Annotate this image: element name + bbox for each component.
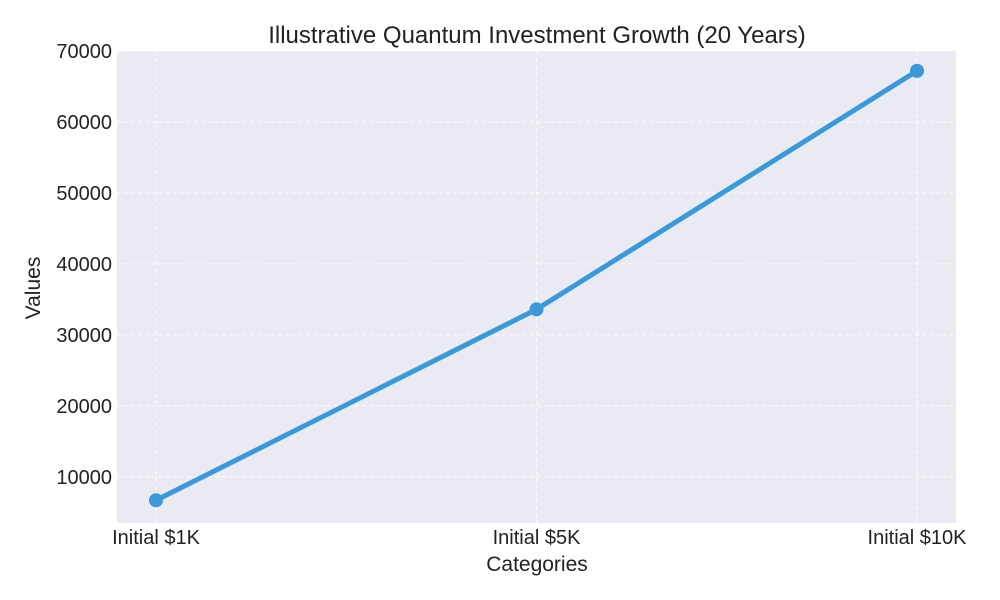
x-tick-label: Initial $1K — [112, 527, 200, 549]
data-point — [910, 63, 924, 78]
data-point — [529, 302, 544, 317]
y-tick-label: 50000 — [56, 183, 112, 205]
y-tick-label: 60000 — [56, 112, 112, 134]
x-axis-label: Categories — [486, 553, 588, 576]
y-axis-label: Values — [22, 257, 45, 320]
x-tick-label: Initial $5K — [493, 527, 581, 549]
data-point — [149, 493, 163, 508]
y-tick-label: 20000 — [56, 396, 112, 418]
y-tick-label: 10000 — [56, 467, 112, 489]
chart-title: Illustrative Quantum Investment Growth (… — [268, 22, 806, 49]
y-tick-label: 30000 — [56, 325, 112, 347]
y-tick-label: 70000 — [56, 41, 112, 63]
series-layer — [149, 63, 924, 508]
grid-layer — [117, 50, 956, 523]
x-axis: Initial $1K Initial $5K Initial $10K — [112, 527, 967, 549]
y-axis: 10000 20000 30000 40000 50000 60000 70000 — [56, 41, 112, 489]
y-tick-label: 40000 — [56, 254, 112, 276]
x-tick-label: Initial $10K — [868, 527, 968, 549]
